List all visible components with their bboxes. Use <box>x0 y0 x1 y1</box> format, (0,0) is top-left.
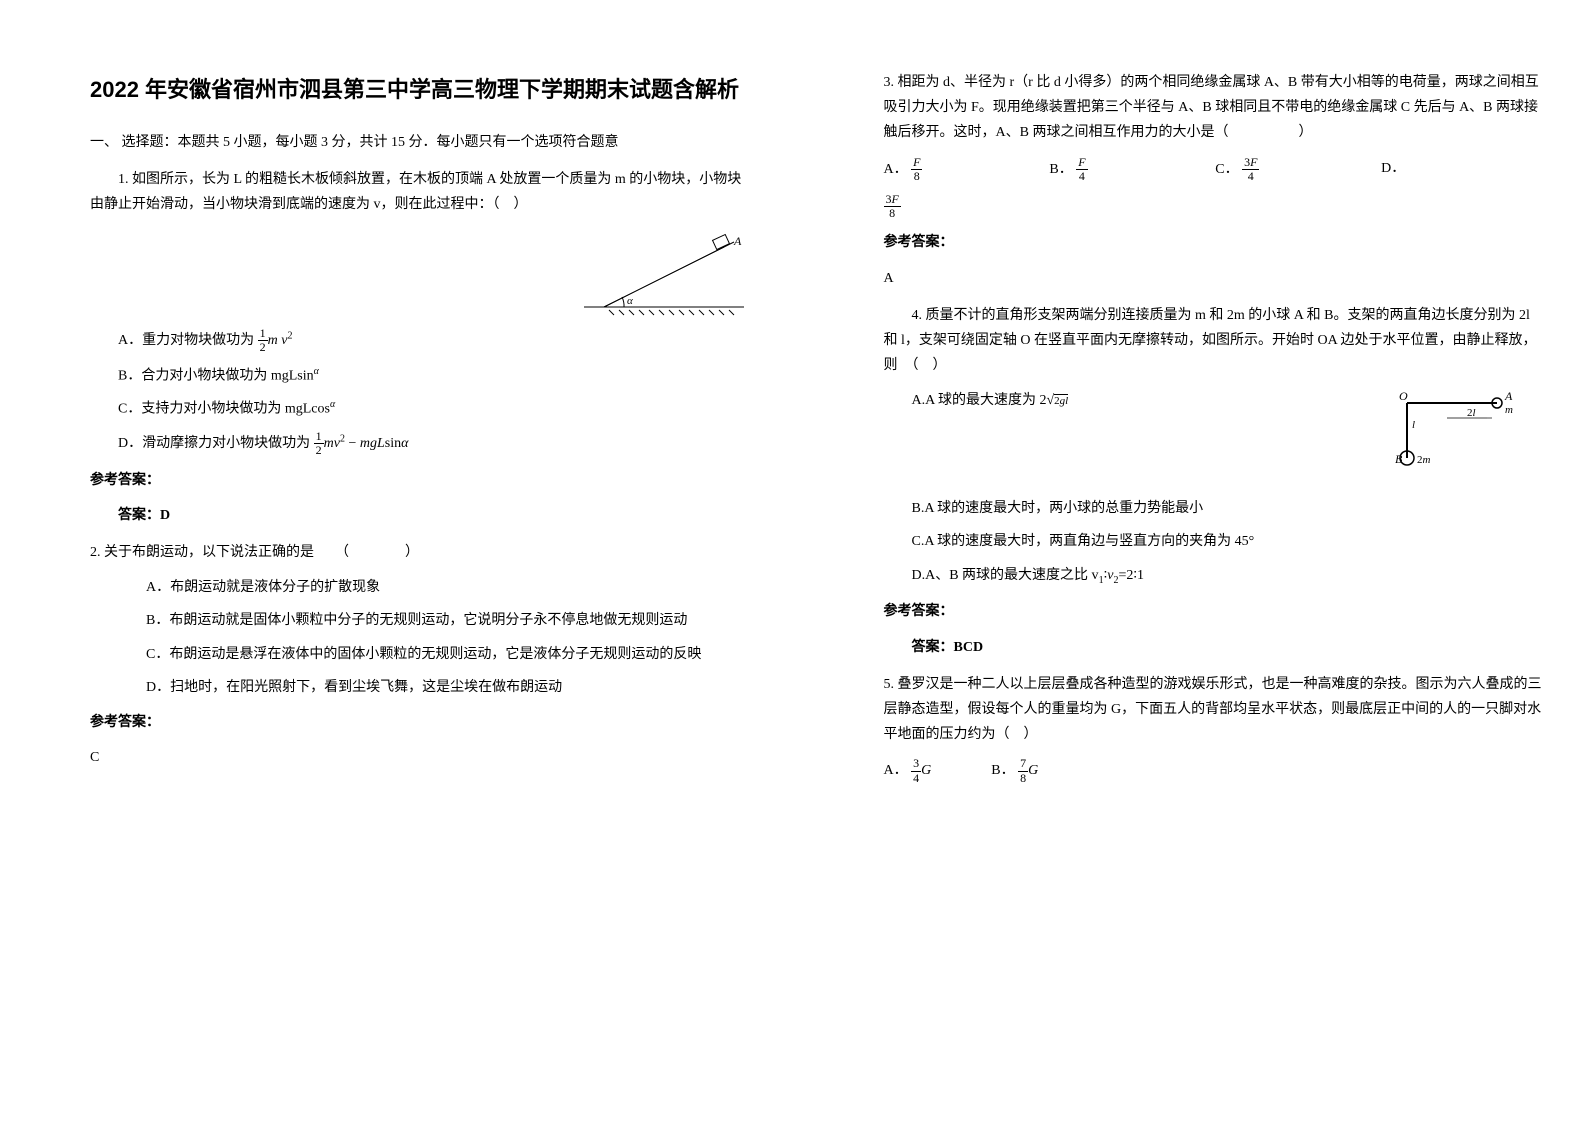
incline-diagram: A α <box>574 227 754 317</box>
q1-option-d: D．滑动摩擦力对小物块做功为 12mv2 − mgLsinα <box>118 430 754 457</box>
q2-answer: C <box>90 745 754 770</box>
q1-optC-text: C．支持力对小物块做功为 mgLcos <box>118 402 330 417</box>
left-column: 2022 年安徽省宿州市泗县第三中学高三物理下学期期末试题含解析 一、 选择题：… <box>0 0 794 1122</box>
question-2: 2. 关于布朗运动，以下说法正确的是 （ ） <box>90 540 754 565</box>
svg-text:2l: 2l <box>1467 407 1476 419</box>
q3-optA-label: A． <box>884 161 908 176</box>
q3-fracC: 3F4 <box>1242 156 1259 183</box>
bracket-diagram: O A m B 2m 2l l <box>1387 388 1517 478</box>
q1-option-a: A．重力对物块做功为 12m v2 <box>118 327 754 354</box>
q2-option-b: B．布朗运动就是固体小颗粒中分子的无规则运动，它说明分子永不停息地做无规则运动 <box>90 608 754 633</box>
question-3: 3. 相距为 d、半径为 r（r 比 d 小得多）的两个相同绝缘金属球 A、B … <box>884 70 1548 146</box>
svg-text:B: B <box>1395 452 1403 466</box>
svg-text:A: A <box>1504 389 1513 403</box>
svg-text:O: O <box>1399 389 1408 403</box>
q4-answer-prefix: 答案： <box>912 640 954 655</box>
q1-answer-value: D <box>160 508 170 523</box>
q1-optB-text: B．合力对小物块做功为 mgLsin <box>118 368 314 383</box>
q3-fracA: F8 <box>911 156 922 183</box>
q3-fracD: 3F8 <box>884 193 901 220</box>
q3-option-b: B． F4 <box>1049 156 1215 183</box>
q2-optC-text: C．布朗运动是悬浮在液体中的固体小颗粒的无规则运动，它是液体分子无规则运动的反映 <box>146 647 701 662</box>
question-4: 4. 质量不计的直角形支架两端分别连接质量为 m 和 2m 的小球 A 和 B。… <box>884 303 1548 379</box>
section-header: 一、 选择题：本题共 5 小题，每小题 3 分，共计 15 分．每小题只有一个选… <box>90 130 754 155</box>
q2-answer-label: 参考答案： <box>90 710 754 735</box>
q1-answer-prefix: 答案： <box>118 508 160 523</box>
q3-optD-label: D． <box>1381 161 1405 176</box>
q2-option-c: C．布朗运动是悬浮在液体中的固体小颗粒的无规则运动，它是液体分子无规则运动的反映 <box>90 642 754 667</box>
q2-option-a: A．布朗运动就是液体分子的扩散现象 <box>146 575 754 600</box>
q4-optD-suffix: =2∶1 <box>1118 568 1144 583</box>
q3-option-d: D． <box>1381 156 1547 183</box>
q5-option-b: B． 78G <box>991 757 1038 784</box>
q3-option-c: C． 3F4 <box>1215 156 1381 183</box>
q1-option-b: B．合力对小物块做功为 mgLsinα <box>118 363 754 389</box>
q5-options-row: A． 34G B． 78G <box>884 757 1548 784</box>
question-1: 1. 如图所示，长为 L 的粗糙长木板倾斜放置，在木板的顶端 A 处放置一个质量… <box>90 167 754 217</box>
right-column: 3. 相距为 d、半径为 r（r 比 d 小得多）的两个相同绝缘金属球 A、B … <box>794 0 1587 1122</box>
q4-optA-prefix: A.A 球的最大速度为 2 <box>912 393 1047 408</box>
exam-title: 2022 年安徽省宿州市泗县第三中学高三物理下学期期末试题含解析 <box>90 70 754 110</box>
q2-option-d: D．扫地时，在阳光照射下，看到尘埃飞舞，这是尘埃在做布朗运动 <box>146 675 754 700</box>
q3-answer-label: 参考答案： <box>884 230 1548 255</box>
q4-option-c: C.A 球的速度最大时，两直角边与竖直方向的夹角为 45° <box>912 529 1548 554</box>
q5-optA-label: A． <box>884 763 908 778</box>
q2-optB-text: B．布朗运动就是固体小颗粒中分子的无规则运动，它说明分子永不停息地做无规则运动 <box>146 613 687 628</box>
q5-fracB: 78 <box>1018 757 1028 784</box>
q5-optB-label: B． <box>991 763 1014 778</box>
q1-answer: 答案：D <box>118 503 754 528</box>
q3-optC-label: C． <box>1215 161 1238 176</box>
svg-text:l: l <box>1412 419 1415 431</box>
question-5: 5. 叠罗汉是一种二人以上层层叠成各种造型的游戏娱乐形式，也是一种高难度的杂技。… <box>884 672 1548 748</box>
fraction-half: 12 <box>258 327 268 354</box>
q1-text: 1. 如图所示，长为 L 的粗糙长木板倾斜放置，在木板的顶端 A 处放置一个质量… <box>90 167 754 217</box>
q3-option-a: A． F8 <box>884 156 1050 183</box>
q4-option-d: D.A、B 两球的最大速度之比 v1∶v2=2∶1 <box>912 563 1548 590</box>
q5-option-a: A． 34G <box>884 757 932 784</box>
svg-text:α: α <box>627 295 633 307</box>
q5-fracA: 34 <box>911 757 921 784</box>
q4-answer-value: BCD <box>954 640 984 655</box>
q1-option-c: C．支持力对小物块做功为 mgLcosα <box>118 396 754 422</box>
q4-optD-prefix: D.A、B 两球的最大速度之比 v <box>912 568 1099 583</box>
q4-answer-label: 参考答案： <box>884 599 1548 624</box>
svg-text:2m: 2m <box>1417 454 1431 466</box>
svg-text:m: m <box>1505 404 1513 416</box>
q3-answer: A <box>884 266 1548 291</box>
q4-answer: 答案：BCD <box>912 635 1548 660</box>
svg-text:A: A <box>733 234 742 248</box>
q3-option-d-frac: 3F8 <box>884 193 1548 220</box>
q3-options-row: A． F8 B． F4 C． 3F4 D． <box>884 156 1548 183</box>
q4-option-b: B.A 球的速度最大时，两小球的总重力势能最小 <box>912 496 1548 521</box>
q1-optD-prefix: D．滑动摩擦力对小物块做功为 <box>118 436 310 451</box>
q1-optA-prefix: A．重力对物块做功为 <box>118 333 254 348</box>
q3-fracB: F4 <box>1076 156 1087 183</box>
q3-optB-label: B． <box>1049 161 1072 176</box>
fraction-half-2: 12 <box>314 430 324 457</box>
q1-answer-label: 参考答案： <box>90 468 754 493</box>
